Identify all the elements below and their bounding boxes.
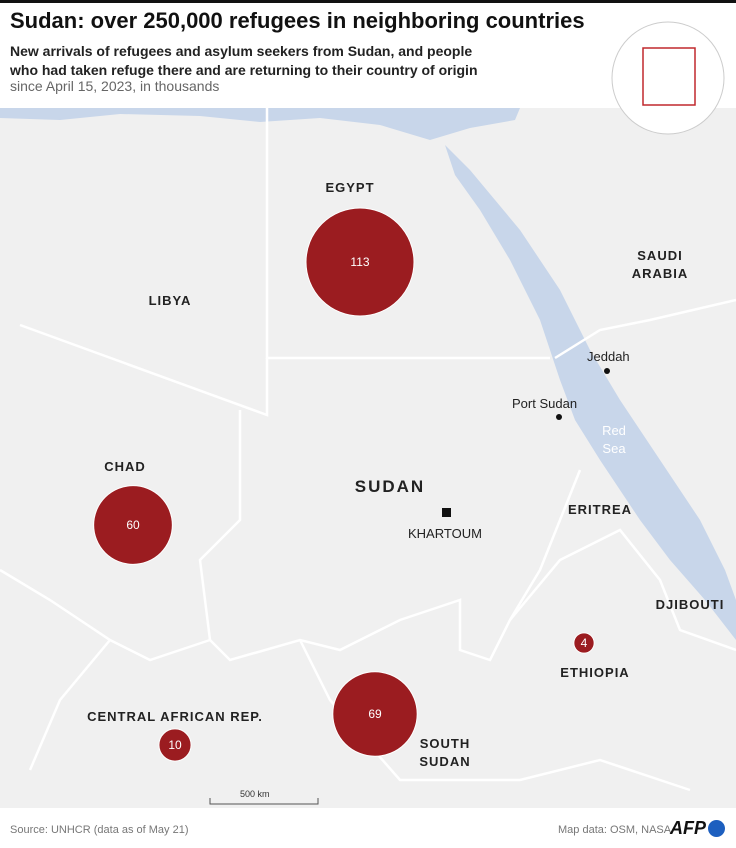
- refugee-bubble: [573, 632, 595, 654]
- subtitle: New arrivals of refugees and asylum seek…: [10, 43, 478, 78]
- logo: AFP: [670, 818, 706, 838]
- sea-label: Red Sea: [602, 423, 626, 456]
- scale-bar: [209, 798, 319, 805]
- red-sea: [445, 145, 736, 640]
- globe-inset: [611, 21, 725, 135]
- capital-marker: [442, 508, 451, 517]
- city-dot: [604, 368, 610, 374]
- country-label: SUDAN: [354, 477, 426, 496]
- country-label: LIBYA: [148, 293, 192, 308]
- city-label: Jeddah: [587, 349, 630, 364]
- refugee-bubble: [93, 485, 173, 565]
- country-label: SAUDI ARABIA: [631, 248, 689, 281]
- bubble-label: 60: [126, 518, 140, 532]
- borders: [0, 108, 736, 792]
- source: Source: UNHCR (data as of May 21): [10, 824, 189, 836]
- bubble-label: 10: [168, 738, 182, 752]
- country-label: EGYPT: [325, 180, 375, 195]
- title: Sudan: over 250,000 refugees in neighbor…: [10, 8, 585, 33]
- city-label: KHARTOUM: [408, 526, 482, 541]
- city-label: Port Sudan: [512, 396, 578, 411]
- country-label: CHAD: [104, 459, 146, 474]
- bubble-label: 113: [350, 255, 369, 269]
- logo-dot: [708, 820, 725, 837]
- bubble-label: 69: [368, 707, 382, 721]
- credit: Map data: OSM, NASA: [558, 824, 672, 836]
- country-label: SOUTH SUDAN: [419, 736, 471, 769]
- note: since April 15, 2023, in thousands: [10, 78, 220, 94]
- country-label: CENTRAL AFRICAN REP.: [87, 709, 263, 724]
- refugee-bubble: [158, 728, 192, 762]
- top-rule: [0, 0, 736, 3]
- city-dot: [556, 414, 562, 420]
- mediterranean: [0, 108, 520, 140]
- country-label: ETHIOPIA: [560, 665, 630, 680]
- refugee-bubble: [305, 207, 415, 317]
- bubble-label: 4: [581, 636, 588, 650]
- scale-label: 500 km: [240, 789, 270, 799]
- refugee-bubble: [332, 671, 418, 757]
- country-label: DJIBOUTI: [655, 597, 725, 612]
- country-label: ERITREA: [567, 502, 633, 517]
